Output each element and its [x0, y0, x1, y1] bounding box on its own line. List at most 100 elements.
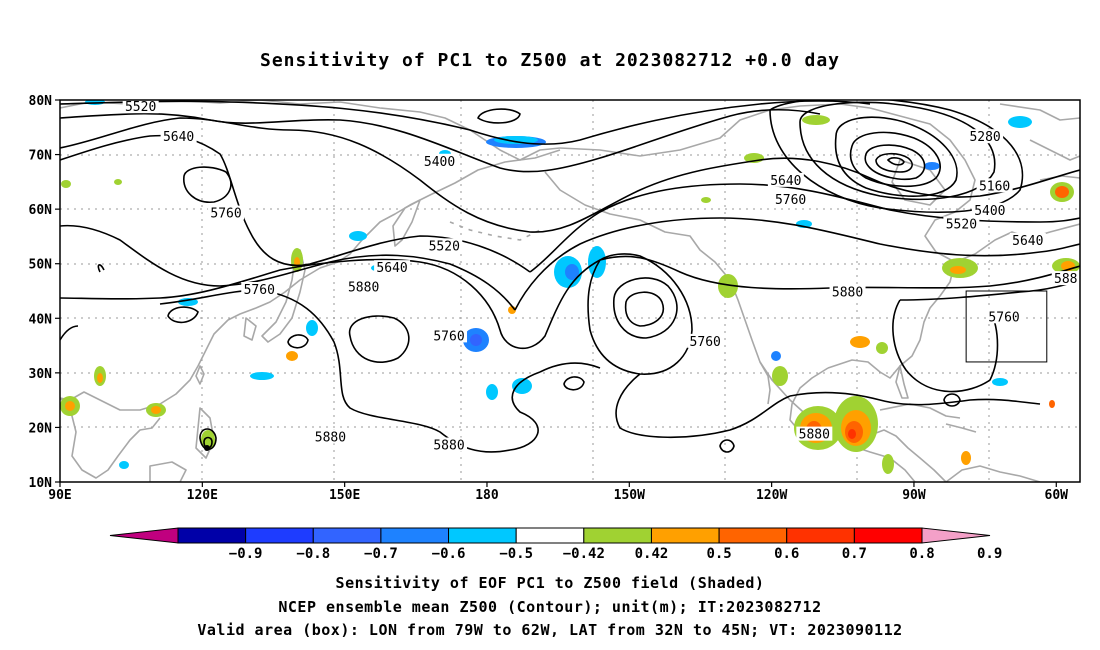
colorbar-tick-label: 0.5 — [706, 546, 731, 562]
lon-tick-label: 180 — [475, 488, 499, 503]
longitude-axis: 90E 120E 150E 180 150W 120W 90W 60W — [48, 482, 1068, 503]
contour-label: 5400 — [974, 204, 1005, 219]
colorbar-tick-label: 0.9 — [977, 546, 1002, 562]
shade-pos — [61, 180, 71, 188]
shade-neg — [349, 231, 367, 241]
contour-label: 588 — [1054, 272, 1077, 287]
contour-label: 5760 — [244, 283, 275, 298]
shade-neg — [119, 461, 129, 469]
contour-label: 5520 — [125, 100, 156, 115]
colorbar-tick-label: 0.42 — [635, 546, 669, 562]
contour-label: 5760 — [775, 193, 806, 208]
contour-label: 5880 — [832, 286, 863, 301]
shade-neg — [494, 136, 538, 144]
shade-pos — [1055, 186, 1069, 198]
colorbar-swatch — [718, 527, 788, 544]
shade-neg — [470, 334, 482, 346]
lat-tick-label: 70N — [29, 149, 53, 164]
shade-neg — [512, 378, 532, 394]
shade-pos — [114, 179, 122, 185]
colorbar-high-arrow — [921, 527, 991, 544]
colorbar-tick-label: −0.7 — [364, 546, 398, 562]
contour-label: 5880 — [799, 428, 830, 443]
lon-tick-label: 60W — [1045, 488, 1069, 503]
shade-pos — [961, 451, 971, 465]
colorbar-swatch — [786, 527, 855, 544]
lon-tick-label: 120W — [756, 488, 787, 503]
shade-pos — [286, 351, 298, 361]
colorbar-tick-label: −0.42 — [563, 546, 605, 562]
colorbar-tick-label: 0.6 — [774, 546, 799, 562]
shade-neg — [565, 264, 579, 280]
shade-neg — [924, 162, 940, 170]
contour-label: 5520 — [946, 218, 977, 233]
shade-pos — [151, 406, 161, 414]
shade-pos — [772, 366, 788, 386]
contour-label: 5760 — [988, 310, 1019, 325]
contour-label: 5880 — [433, 439, 464, 454]
coastlines — [60, 100, 1080, 482]
lon-tick-label: 90W — [902, 488, 926, 503]
colorbar-swatch — [515, 527, 585, 544]
contour-label: 5640 — [376, 261, 407, 276]
contour-label: 5640 — [163, 130, 194, 145]
colorbar-tick-label: 0.8 — [909, 546, 934, 562]
shade-neg — [771, 351, 781, 361]
shade-pos — [1049, 400, 1055, 408]
shade-neg — [306, 320, 318, 336]
colorbar-tick-label: −0.9 — [229, 546, 263, 562]
colorbar-swatch — [853, 527, 923, 544]
colorbar-tick-label: −0.8 — [296, 546, 330, 562]
contour-label: 5760 — [690, 335, 721, 350]
colorbar-tick-label: 0.7 — [842, 546, 867, 562]
colorbar-swatch — [245, 527, 314, 544]
caption-shading: Sensitivity of EOF PC1 to Z500 field (Sh… — [335, 574, 765, 592]
shade-pos — [850, 336, 870, 348]
lat-tick-label: 60N — [29, 203, 53, 218]
valid-area-box — [965, 290, 1048, 363]
shade-neg — [486, 384, 498, 400]
shade-pos — [876, 342, 888, 354]
contour-label: 5520 — [429, 239, 460, 254]
shade-pos — [701, 197, 711, 203]
colorbar-swatch — [650, 527, 720, 544]
contour-label: 5880 — [315, 430, 346, 445]
contour-label: 5640 — [770, 174, 801, 189]
shade-neg — [1008, 116, 1032, 128]
shade-neg — [250, 372, 274, 380]
colorbar-swatch — [448, 527, 517, 544]
shade-neg — [992, 378, 1008, 386]
caption-valid-area: Valid area (box): LON from 79W to 62W, L… — [197, 621, 903, 639]
colorbar-low-arrow — [109, 527, 179, 544]
contour-label: 5640 — [1012, 234, 1043, 249]
contour-label: 5400 — [424, 155, 455, 170]
shade-pos — [718, 274, 738, 298]
lat-tick-label: 30N — [29, 367, 53, 382]
colorbar-tick-label: −0.6 — [432, 546, 466, 562]
lat-tick-label: 80N — [29, 94, 53, 109]
lat-tick-label: 20N — [29, 421, 53, 436]
shade-pos — [950, 266, 966, 274]
shade-pos — [97, 373, 103, 383]
shade-pos — [848, 429, 856, 439]
map-panel — [60, 100, 1080, 482]
contour-label: 5760 — [210, 207, 241, 222]
shade-pos — [65, 401, 75, 411]
contour-labels: 5520 5640 5400 5760 5520 5640 5760 5880 5640 5760… — [122, 99, 1080, 454]
lon-tick-label: 90E — [48, 488, 71, 503]
lon-tick-label: 120E — [187, 488, 218, 503]
shade-pos — [882, 454, 894, 474]
lat-tick-label: 10N — [29, 476, 53, 491]
colorbar-tick-label: −0.5 — [499, 546, 533, 562]
typhoon-center — [204, 445, 210, 451]
map-border — [59, 99, 1081, 483]
contour-label: 5760 — [433, 329, 464, 344]
caption-contour: NCEP ensemble mean Z500 (Contour); unit(… — [278, 598, 822, 616]
contour-label: 5280 — [969, 130, 1000, 145]
lon-tick-label: 150E — [329, 488, 360, 503]
lat-tick-label: 40N — [29, 312, 53, 327]
colorbar-swatch — [380, 527, 450, 544]
contour-label: 5880 — [348, 280, 379, 295]
lat-tick-label: 50N — [29, 258, 53, 273]
